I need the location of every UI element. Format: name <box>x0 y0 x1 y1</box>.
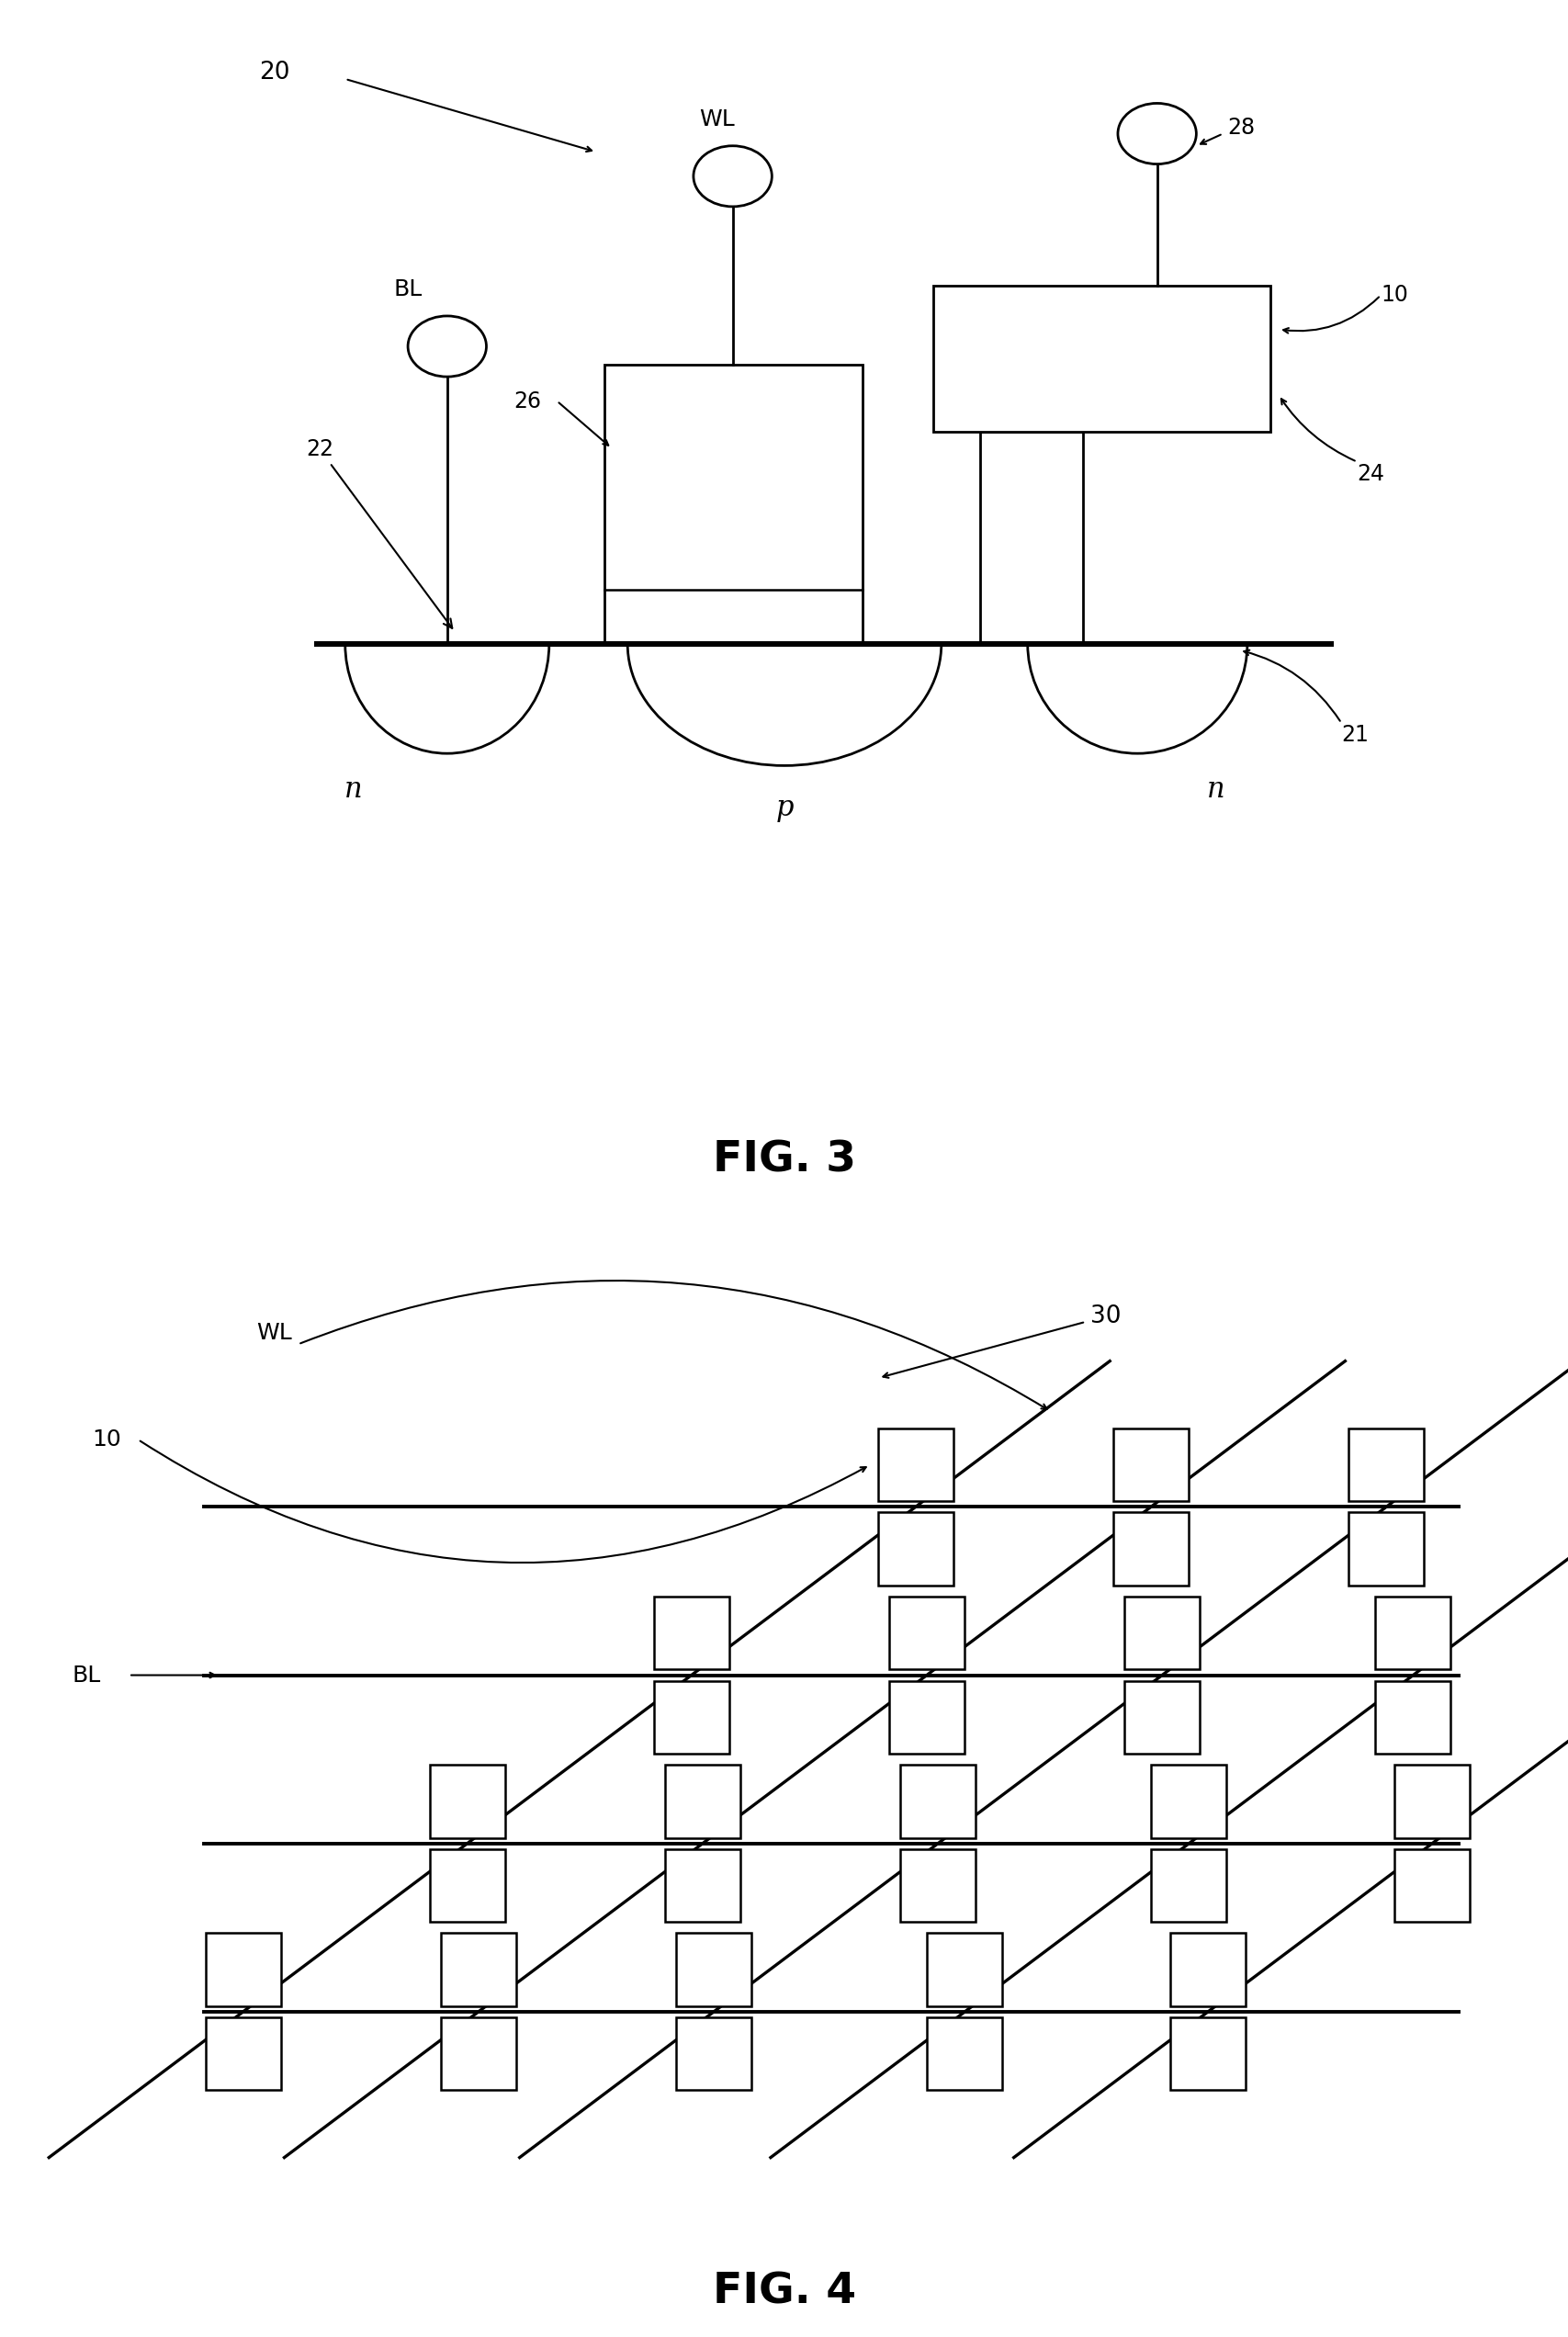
Text: WL: WL <box>257 1323 292 1344</box>
Bar <box>205 1933 281 2005</box>
Bar <box>654 1680 729 1753</box>
Bar <box>889 1680 964 1753</box>
Bar <box>900 1764 975 1837</box>
Bar <box>878 1428 953 1500</box>
Text: 21: 21 <box>1341 724 1367 746</box>
Text: 10: 10 <box>1380 285 1406 306</box>
Bar <box>205 2017 281 2089</box>
Bar <box>1394 1764 1469 1837</box>
Text: 28: 28 <box>1228 117 1254 138</box>
Text: FIG. 3: FIG. 3 <box>712 1140 856 1180</box>
Text: BL: BL <box>394 278 422 299</box>
Bar <box>604 365 862 645</box>
Bar <box>1124 1596 1200 1669</box>
Bar <box>980 432 1082 645</box>
Bar <box>430 1764 505 1837</box>
Bar <box>1124 1680 1200 1753</box>
Bar <box>1394 1849 1469 1921</box>
Text: 10: 10 <box>93 1428 121 1451</box>
Text: n: n <box>343 776 362 804</box>
Bar <box>1375 1680 1450 1753</box>
Bar <box>1113 1428 1189 1500</box>
Text: BL: BL <box>72 1664 100 1687</box>
Bar <box>441 2017 516 2089</box>
Bar <box>927 2017 1002 2089</box>
Bar <box>1348 1512 1424 1584</box>
Bar <box>889 1596 964 1669</box>
Bar <box>878 1512 953 1584</box>
Bar <box>654 1596 729 1669</box>
Text: p: p <box>775 795 793 823</box>
Bar <box>1151 1849 1226 1921</box>
Bar <box>665 1849 740 1921</box>
Bar <box>900 1849 975 1921</box>
Text: 24: 24 <box>1356 463 1385 486</box>
Bar <box>1348 1428 1424 1500</box>
Bar <box>441 1933 516 2005</box>
Bar <box>1170 1933 1245 2005</box>
Text: WL: WL <box>699 108 734 131</box>
Bar <box>1375 1596 1450 1669</box>
Bar <box>1113 1512 1189 1584</box>
Text: 26: 26 <box>513 390 541 411</box>
Bar <box>430 1849 505 1921</box>
Text: FIG. 4: FIG. 4 <box>712 2272 856 2314</box>
Bar <box>1170 2017 1245 2089</box>
Bar <box>676 1933 751 2005</box>
Bar <box>1151 1764 1226 1837</box>
Bar <box>927 1933 1002 2005</box>
Text: 30: 30 <box>1090 1304 1121 1327</box>
Bar <box>676 2017 751 2089</box>
Text: n: n <box>1206 776 1225 804</box>
Text: 22: 22 <box>306 439 452 629</box>
Text: 20: 20 <box>259 61 290 84</box>
Bar <box>933 285 1270 432</box>
Bar <box>665 1764 740 1837</box>
